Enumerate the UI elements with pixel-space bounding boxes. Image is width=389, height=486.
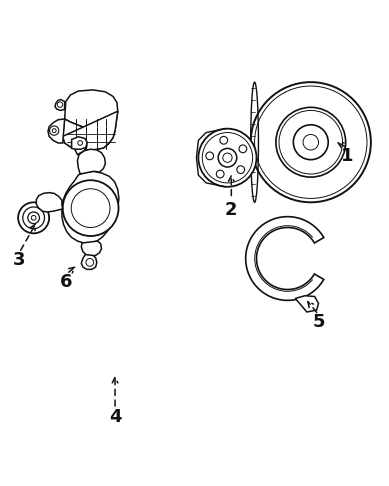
Circle shape	[78, 140, 82, 145]
Circle shape	[49, 126, 59, 135]
Text: 1: 1	[342, 147, 354, 165]
Circle shape	[220, 137, 228, 144]
Circle shape	[198, 129, 256, 187]
Text: 5: 5	[312, 313, 325, 331]
Polygon shape	[77, 149, 105, 174]
Polygon shape	[81, 241, 102, 256]
Text: 3: 3	[13, 251, 26, 269]
Polygon shape	[48, 119, 65, 143]
Circle shape	[239, 145, 247, 153]
Polygon shape	[74, 139, 87, 155]
Circle shape	[237, 166, 245, 174]
Text: 2: 2	[225, 201, 238, 219]
Circle shape	[57, 102, 63, 107]
Text: 6: 6	[60, 273, 73, 291]
Polygon shape	[72, 137, 87, 149]
Polygon shape	[36, 192, 63, 212]
Polygon shape	[246, 217, 324, 300]
Text: 4: 4	[109, 408, 121, 426]
Circle shape	[63, 180, 119, 236]
Polygon shape	[55, 100, 65, 110]
Polygon shape	[295, 295, 319, 312]
Polygon shape	[63, 111, 118, 150]
Polygon shape	[81, 255, 97, 269]
Polygon shape	[63, 111, 118, 150]
Polygon shape	[65, 90, 118, 127]
Circle shape	[18, 202, 49, 233]
Circle shape	[86, 259, 94, 266]
Circle shape	[251, 82, 371, 202]
Circle shape	[216, 170, 224, 178]
Polygon shape	[62, 171, 119, 243]
Circle shape	[206, 152, 214, 160]
